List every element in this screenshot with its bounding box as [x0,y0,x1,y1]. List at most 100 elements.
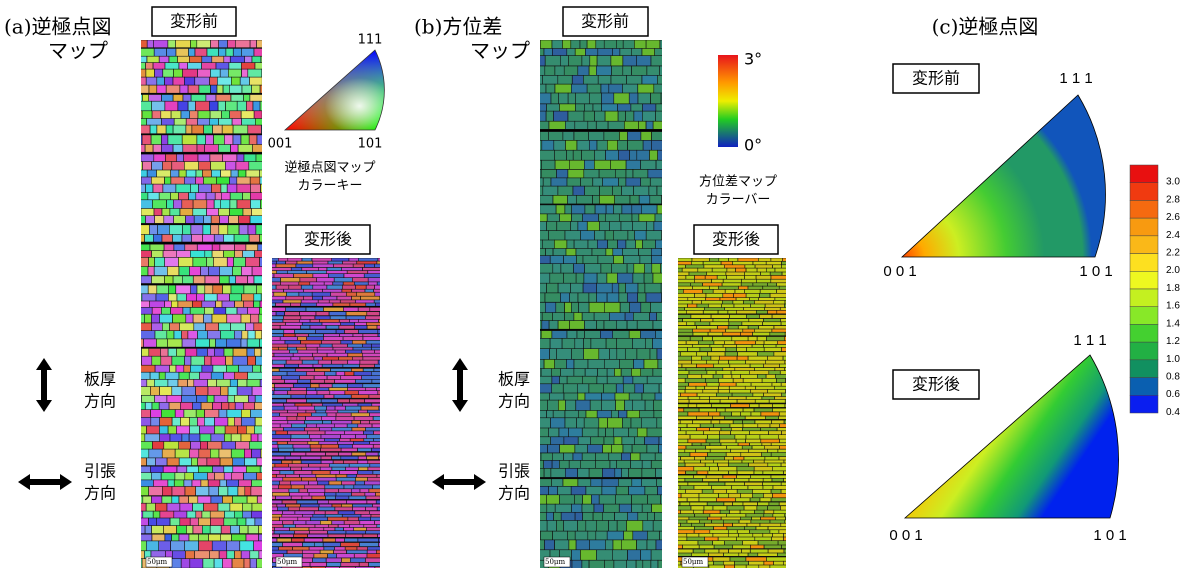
grain [190,426,200,435]
grain [154,40,168,48]
grain [365,481,381,485]
grain [782,261,796,265]
grain [544,468,551,477]
colorbar-max: 3° [744,50,762,69]
grain [651,560,658,573]
grain [691,553,708,556]
grain [186,125,192,134]
key-101: 101 [358,137,383,152]
grain [690,453,708,457]
grain [671,347,688,351]
grain [532,418,539,431]
grain [203,559,214,568]
grain [254,541,268,551]
grain [224,235,234,243]
grain [302,467,321,470]
grain [159,541,171,551]
grain [192,125,204,134]
grain [786,390,799,396]
grain [306,416,322,420]
grain [133,40,148,48]
colorbar-cell [1130,254,1158,272]
grain [636,560,643,573]
grain [220,267,233,276]
grain [533,445,548,453]
grain [311,448,321,451]
grain [267,399,286,403]
grain [647,531,659,541]
grain [145,526,152,534]
grain [609,349,616,360]
grain [216,339,227,347]
grain [552,40,562,50]
grain [139,225,150,236]
grain [654,222,667,231]
grain [596,40,605,50]
grain [683,545,700,549]
grain [326,496,336,499]
grain [589,93,601,104]
grain [176,251,190,258]
grain [257,559,270,568]
grain [538,222,547,231]
grain [190,559,203,568]
grain [358,330,377,334]
grain [276,264,296,268]
grain [167,48,176,57]
grain [762,378,776,383]
grain [163,251,176,258]
arrow-horizontal [432,474,486,490]
grain [355,380,372,384]
grain [600,222,610,231]
grain [229,216,239,224]
grain [211,40,219,48]
grain [584,349,599,360]
grain [237,177,250,185]
grain [604,302,620,313]
grain [597,376,607,385]
grain [152,101,165,112]
colorbar-label: 1.2 [1166,336,1180,347]
grain [650,195,662,204]
tension-label: 引張 [498,462,530,481]
grain [678,416,697,419]
grain [358,467,368,470]
grain [168,339,182,347]
grain [742,322,763,326]
grain [262,558,272,562]
grain [688,439,706,443]
grain [271,364,285,367]
colorbar-cell [1130,183,1158,201]
grain [718,378,733,383]
grain [211,216,219,224]
grain [303,543,315,547]
grain [729,463,749,467]
grain [214,559,223,568]
grain [139,184,145,193]
grain [167,458,179,466]
grain [164,216,174,224]
grain [725,408,743,412]
grain [661,231,674,241]
grain [637,349,650,360]
grain [651,302,666,313]
grain [165,101,178,112]
colorbar-label: 0.4 [1166,407,1180,418]
grain [193,314,203,323]
grain [647,376,663,385]
grain [146,184,154,193]
grain [227,184,237,193]
tension-label: 引張 [84,462,116,481]
page: (a)逆極点図 マップ 変形前 50μm 111 001 101 逆極点図マップ… [0,0,1186,574]
grain [732,545,750,549]
grain [558,93,568,104]
grain [139,458,147,466]
grain [736,310,756,314]
grain [633,531,648,541]
grain [168,426,176,435]
grain [204,503,218,512]
scale-bar-label: 50μm [277,558,297,566]
grain [314,543,323,547]
grain [753,261,766,265]
grain [578,293,589,302]
